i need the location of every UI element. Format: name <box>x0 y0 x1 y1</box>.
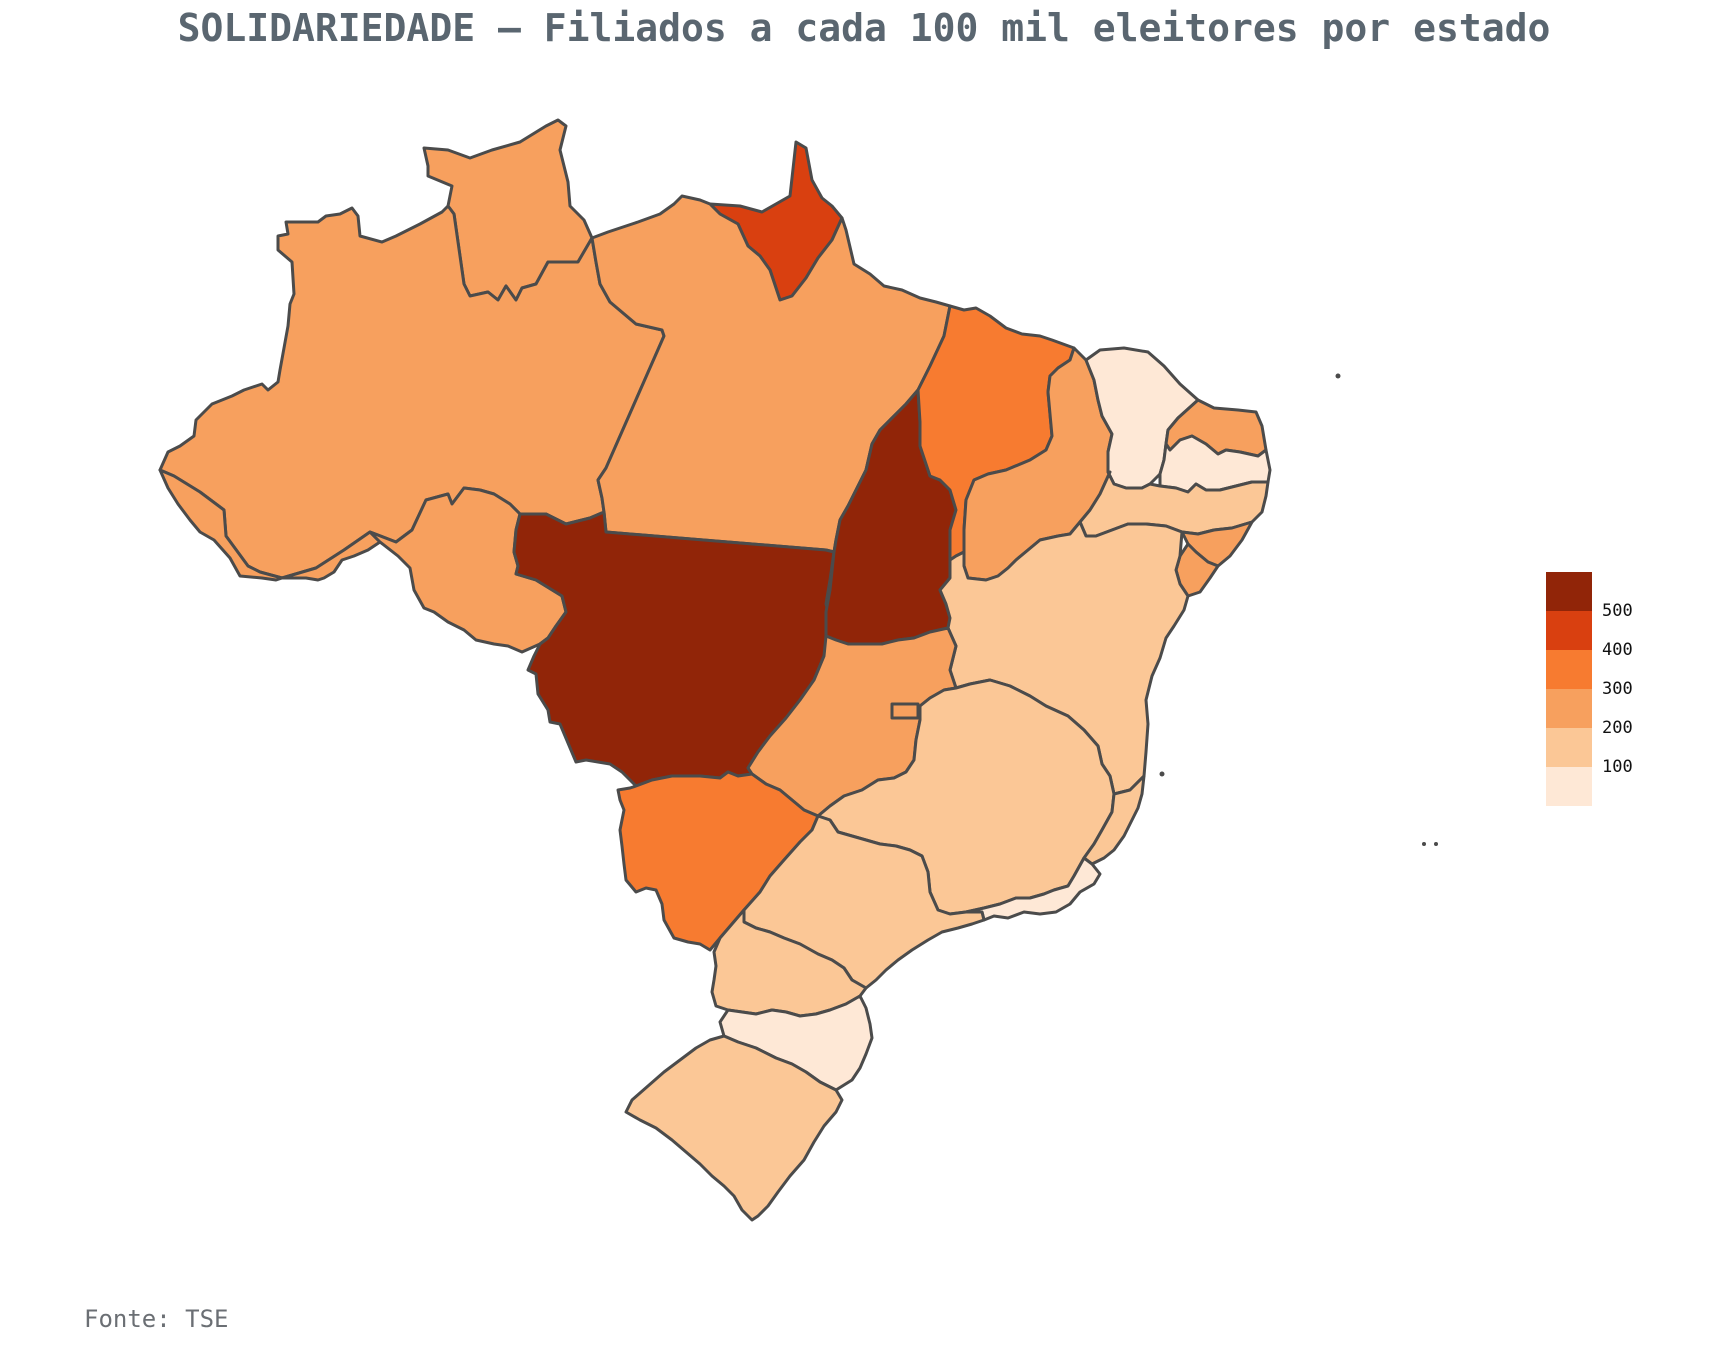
legend-tick-label: 400 <box>1602 640 1633 660</box>
legend-swatch <box>1546 572 1592 611</box>
chart-title: SOLIDARIEDADE – Filiados a cada 100 mil … <box>177 6 1551 50</box>
island-marker <box>1335 373 1341 379</box>
legend-swatch <box>1546 611 1592 650</box>
legend-swatch <box>1546 728 1592 767</box>
state-RS[interactable] <box>624 1034 844 1222</box>
source-note: Fonte: TSE <box>84 1305 229 1333</box>
state-ES[interactable] <box>1082 774 1146 866</box>
legend-swatch <box>1546 689 1592 728</box>
legend-swatch <box>1546 767 1592 806</box>
state-AC[interactable] <box>158 468 382 582</box>
island-marker <box>1159 771 1165 777</box>
legend-tick-label: 500 <box>1602 601 1633 621</box>
state-RJ[interactable] <box>964 856 1102 922</box>
color-legend: 500 400 300 200 100 <box>1546 572 1646 806</box>
island-marker <box>1422 842 1426 846</box>
state-DF[interactable] <box>890 702 920 720</box>
island-marker <box>1434 842 1438 846</box>
legend-tick-label: 200 <box>1602 718 1633 738</box>
legend-swatch <box>1546 650 1592 689</box>
legend-tick-label: 100 <box>1602 757 1633 777</box>
legend-tick-label: 300 <box>1602 679 1633 699</box>
